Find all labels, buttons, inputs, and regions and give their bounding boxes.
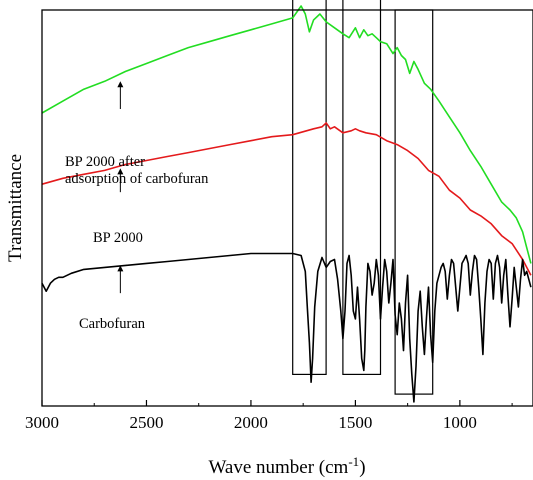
annotation-arrowhead-1 — [117, 168, 124, 175]
highlight-box-1 — [342, 0, 382, 376]
x-tick-label-2: 2000 — [234, 413, 268, 432]
x-tick-label-4: 1000 — [443, 413, 477, 432]
annotation-label-0-0: BP 2000 after — [65, 154, 145, 170]
annotation-label-0-1: adsorption of carbofuran — [65, 171, 209, 187]
x-tick-label-3: 1500 — [338, 413, 372, 432]
plot-frame — [41, 9, 533, 407]
annotation-arrowhead-2 — [117, 265, 124, 272]
series-line-2 — [41, 252, 532, 403]
x-axis-label-close: ) — [359, 457, 365, 478]
annotation-label-2-0: Carbofuran — [79, 316, 146, 332]
series-line-0 — [41, 5, 532, 264]
highlight-box-2 — [394, 9, 434, 395]
highlight-box-0 — [292, 0, 327, 376]
series-line-1 — [41, 122, 532, 276]
annotation-label-1-0: BP 2000 — [93, 230, 143, 246]
annotation-arrowhead-0 — [117, 81, 124, 88]
series-lines — [41, 5, 532, 403]
x-tick-label-1: 2500 — [129, 413, 163, 432]
y-axis-label: Transmittance — [5, 154, 26, 262]
x-axis-label: Wave number (cm-1) — [208, 454, 365, 478]
x-axis-label-main: Wave number (cm — [208, 457, 348, 478]
x-tick-label-0: 3000 — [25, 413, 59, 432]
x-axis: 3000 2500 2000 1500 1000 — [25, 400, 513, 432]
x-axis-label-sup: -1 — [348, 454, 359, 469]
